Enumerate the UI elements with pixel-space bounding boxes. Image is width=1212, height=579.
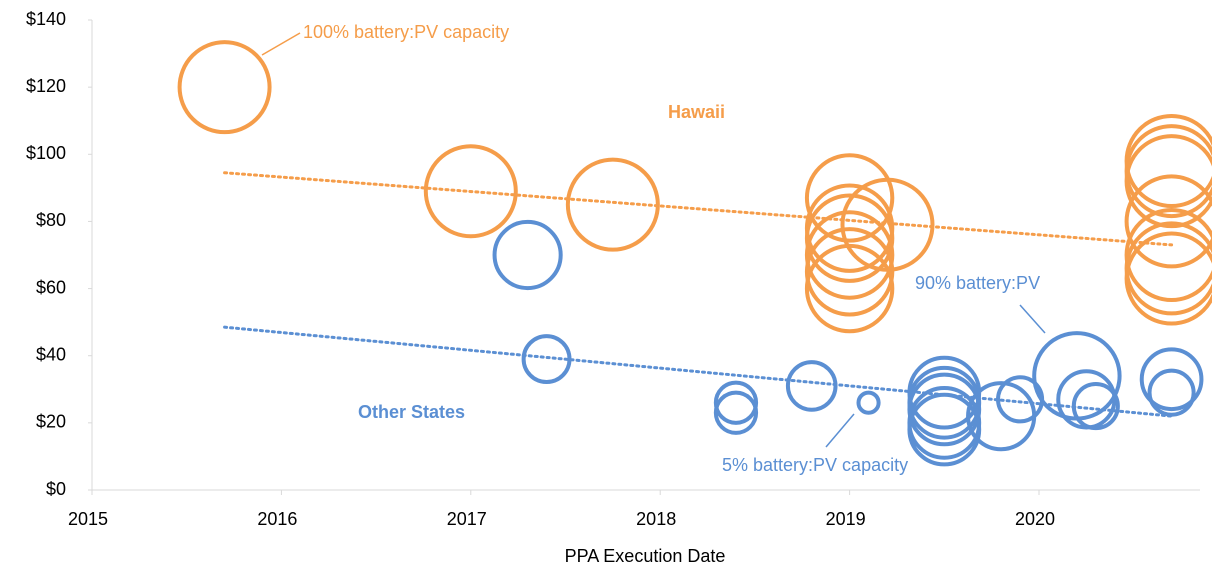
x-tick-label: 2020 (1015, 509, 1055, 529)
annotation-arrow (261, 32, 301, 56)
bubble (1139, 347, 1204, 412)
y-tick-label: $140 (26, 9, 66, 29)
x-tick-label: 2017 (447, 509, 487, 529)
bubble (804, 243, 895, 334)
bubble (907, 372, 982, 447)
bubble (840, 177, 935, 272)
bubble (856, 390, 881, 415)
y-tick-label: $60 (36, 277, 66, 297)
y-tick-label: $0 (46, 479, 66, 499)
y-tick-label: $80 (36, 210, 66, 230)
bubble (804, 153, 895, 243)
bubble (521, 334, 572, 385)
bubble (804, 193, 895, 283)
bubble (1124, 231, 1212, 326)
bubble (1124, 174, 1212, 269)
bubble (713, 390, 759, 435)
bubble (1147, 368, 1196, 417)
x-tick-label: 2019 (826, 509, 866, 529)
y-tick-label: $40 (36, 344, 66, 364)
y-tick-label: $100 (26, 143, 66, 163)
series-label: Hawaii (668, 102, 725, 122)
bubble (177, 40, 272, 135)
annotation: 5% battery:PV capacity (722, 455, 908, 475)
trend-line (223, 325, 1174, 418)
bubble (785, 360, 838, 412)
bubble (1124, 124, 1212, 219)
x-tick-label: 2018 (636, 509, 676, 529)
x-tick-label: 2016 (257, 509, 297, 529)
y-tick-label: $20 (36, 412, 66, 432)
x-axis-title: PPA Execution Date (565, 546, 726, 566)
annotation-arrow (1019, 304, 1046, 334)
bubble (1032, 331, 1122, 421)
y-tick-label: $120 (26, 76, 66, 96)
series-label: Other States (358, 402, 465, 422)
trend-line (223, 171, 1174, 247)
bubble (1124, 134, 1212, 229)
annotation: 100% battery:PV capacity (303, 22, 509, 42)
bubble (804, 210, 895, 300)
bubble (492, 219, 563, 291)
bubble (804, 227, 895, 317)
annotation-arrow (825, 413, 855, 448)
x-tick-label: 2015 (68, 509, 108, 529)
bubble (713, 380, 759, 425)
bubble (423, 144, 518, 239)
annotation: 90% battery:PV (915, 273, 1040, 293)
